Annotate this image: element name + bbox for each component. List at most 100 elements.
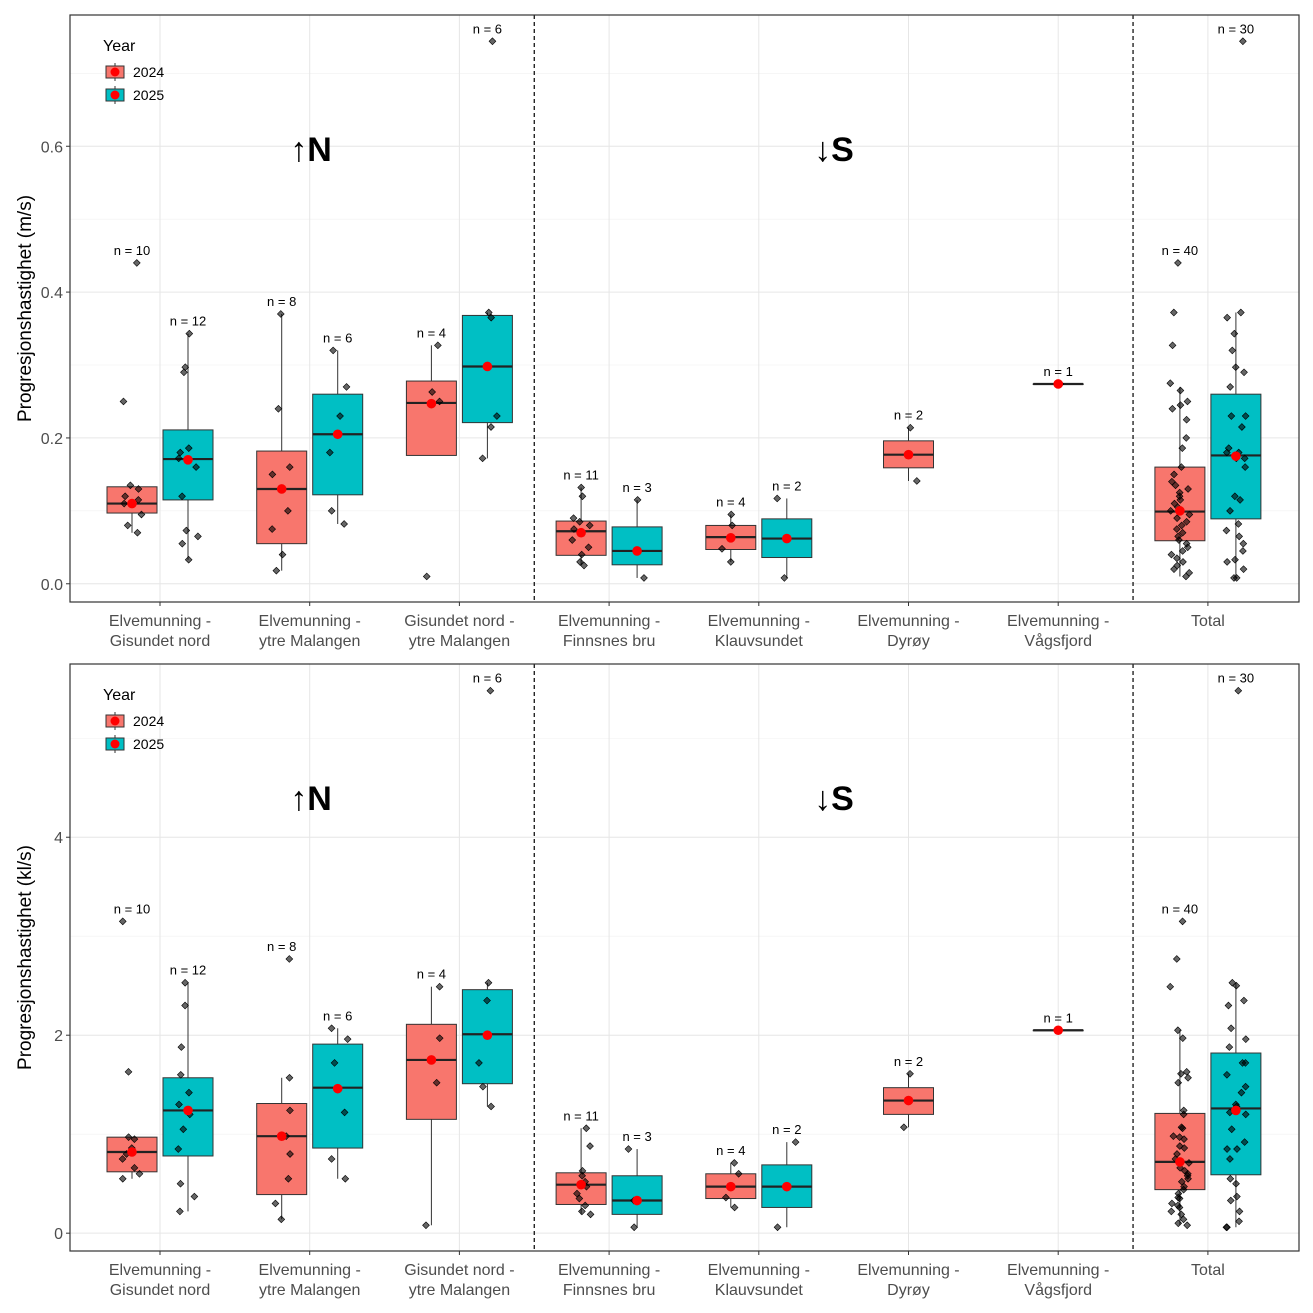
data-point (1166, 379, 1175, 388)
data-point (278, 550, 287, 559)
data-point (435, 1034, 444, 1042)
data-point (326, 448, 334, 457)
y-tick-label: 0.0 (41, 577, 63, 594)
data-point (573, 1189, 581, 1198)
data-point (478, 454, 487, 463)
box-2025: n = 6 (312, 330, 364, 528)
n-label: n = 4 (716, 1143, 745, 1158)
data-point (176, 1070, 185, 1079)
n-label: n = 40 (1162, 243, 1199, 258)
data-point (135, 1169, 144, 1178)
box-body (405, 1023, 457, 1120)
box-body (611, 1175, 663, 1215)
n-label: n = 3 (622, 480, 651, 495)
data-point (327, 1024, 336, 1033)
legend-entry-label: 2024 (133, 713, 164, 729)
x-tick-label-line: Elvemunning - (857, 613, 959, 630)
box-2025: n = 6 (461, 671, 513, 1111)
data-point (484, 308, 493, 317)
data-point (487, 313, 495, 322)
box-body (256, 450, 308, 545)
mean-point (726, 533, 736, 543)
data-point (435, 982, 444, 991)
box-body (312, 393, 364, 496)
mean-point (332, 429, 343, 440)
data-point (327, 507, 336, 515)
y-tick-label: 4 (54, 830, 63, 847)
data-point (1184, 1174, 1192, 1183)
legend-entry-label: 2025 (133, 736, 164, 752)
data-point (286, 1106, 294, 1115)
box-2024: n = 40 (1154, 243, 1206, 581)
mean-point (1231, 1105, 1241, 1116)
box-2024: n = 2 (883, 1054, 934, 1132)
box-2025: n = 2 (761, 1122, 813, 1232)
n-label: n = 12 (170, 314, 207, 329)
data-point (493, 412, 501, 420)
data-point (1223, 1070, 1231, 1079)
box-2024: n = 8 (256, 939, 308, 1224)
x-tick-label-line: Vågsfjord (1024, 1281, 1092, 1299)
data-point (912, 477, 921, 485)
n-label: n = 10 (114, 901, 151, 916)
data-point (177, 1043, 186, 1051)
data-point (178, 492, 186, 501)
data-point (1241, 463, 1249, 471)
data-point (1223, 1145, 1231, 1153)
data-point (284, 1174, 293, 1183)
data-point (276, 310, 285, 318)
x-tick-label: Elvemunning - Finnsnes bru (558, 613, 660, 650)
data-point (1241, 1082, 1250, 1091)
legend-key-mean (110, 90, 120, 100)
data-point (475, 1059, 483, 1067)
data-point (586, 1142, 594, 1150)
n-label: n = 6 (473, 21, 502, 36)
data-point (1227, 1024, 1235, 1033)
data-point (1231, 492, 1239, 501)
data-point (1179, 558, 1187, 566)
data-point (132, 259, 141, 267)
box-2024: n = 10 (106, 243, 158, 537)
data-point (1235, 532, 1243, 541)
data-point (285, 463, 294, 471)
x-tick-label-line: Elvemunning - (857, 1262, 959, 1279)
x-tick-label-line: Dyrøy (887, 1282, 930, 1299)
box-2024: n = 4 (405, 967, 457, 1230)
data-point (428, 388, 436, 396)
box-2024: n = 10 (106, 901, 158, 1183)
x-tick-label: Elvemunning - Dyrøy (857, 1262, 959, 1299)
mean-point (1175, 506, 1185, 516)
data-point (1184, 485, 1192, 493)
x-tick-label-line: Elvemunning - (1007, 613, 1109, 630)
data-point (118, 1174, 127, 1183)
box-body (555, 520, 607, 556)
x-tick-label-line: Elvemunning - (1007, 1262, 1109, 1279)
box-2024: n = 11 (555, 468, 607, 570)
data-point (1239, 539, 1248, 548)
data-point (274, 404, 283, 413)
data-point (327, 1155, 336, 1163)
x-tick-label: Gisundet nord - ytre Malangen (404, 1262, 514, 1299)
data-point (422, 572, 431, 581)
n-label: n = 11 (563, 468, 599, 483)
data-point (181, 978, 189, 987)
box-2024: n = 4 (705, 1143, 757, 1212)
data-point (727, 510, 736, 519)
n-label: n = 8 (267, 939, 296, 954)
data-point (1182, 415, 1191, 424)
x-tick-label-line: Gisundet nord (110, 633, 211, 650)
box-2024: n = 11 (555, 1108, 607, 1219)
mean-point (576, 1179, 586, 1190)
data-point (1222, 526, 1231, 535)
n-label: n = 2 (894, 1054, 923, 1069)
data-point (134, 485, 143, 493)
data-point (1233, 1192, 1241, 1201)
data-point (342, 383, 351, 391)
x-tick-label-line: Elvemunning - (259, 1262, 361, 1279)
data-point (126, 481, 135, 490)
x-tick-label-line: Vågsfjord (1024, 632, 1092, 650)
data-point (1176, 386, 1185, 395)
legend-key-mean (110, 716, 120, 726)
data-point (124, 1068, 133, 1076)
direction-label-north: ↑N (290, 780, 332, 818)
